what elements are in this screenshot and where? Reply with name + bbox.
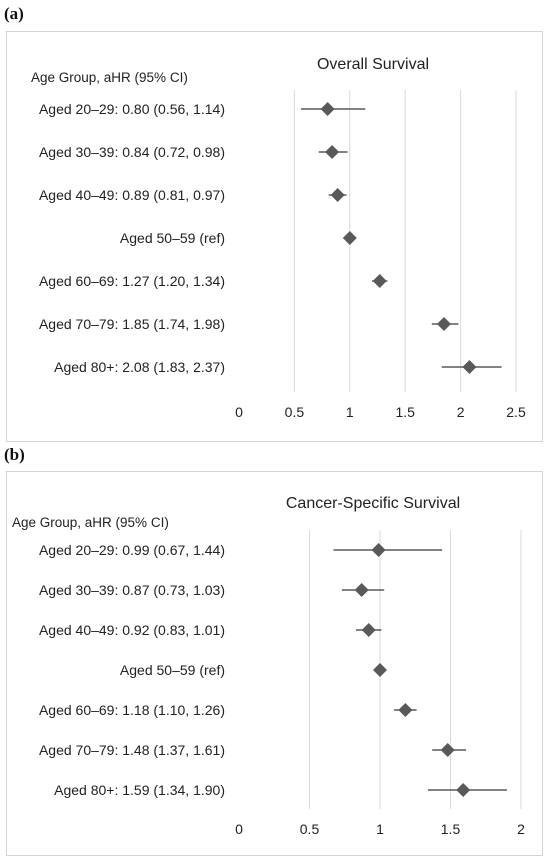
point-estimate-marker	[462, 360, 477, 374]
table-header: Age Group, aHR (95% CI)	[12, 515, 169, 530]
x-tick-label: 1.5	[395, 404, 415, 420]
x-tick-label: 1.5	[441, 821, 461, 837]
point-estimate-marker	[361, 623, 376, 637]
x-tick-label: 1	[346, 404, 354, 420]
x-tick-label: 2	[517, 821, 525, 837]
row-label: Aged 70–79: 1.85 (1.74, 1.98)	[39, 316, 225, 332]
x-tick-label: 0	[235, 821, 243, 837]
x-tick-label: 1	[376, 821, 384, 837]
point-estimate-marker	[436, 317, 451, 331]
point-estimate-marker	[398, 703, 413, 717]
chart-title: Cancer-Specific Survival	[286, 495, 460, 512]
point-estimate-marker	[373, 663, 387, 677]
point-estimate-marker	[440, 743, 455, 757]
point-estimate-marker	[372, 274, 387, 288]
point-estimate-marker	[342, 231, 357, 245]
x-tick-label: 0	[235, 404, 243, 420]
row-label: Aged 30–39: 0.84 (0.72, 0.98)	[39, 144, 225, 160]
row-label: Aged 70–79: 1.48 (1.37, 1.61)	[39, 742, 225, 758]
panel-b-label: (b)	[4, 445, 25, 464]
point-estimate-marker	[330, 188, 345, 202]
row-label: Aged 50–59 (ref)	[120, 662, 225, 678]
panel-a-label: (a)	[4, 4, 24, 23]
row-label: Aged 50–59 (ref)	[120, 230, 225, 246]
row-label: Aged 20–29: 0.80 (0.56, 1.14)	[39, 101, 225, 117]
table-header: Age Group, aHR (95% CI)	[31, 70, 188, 85]
row-label: Aged 80+: 2.08 (1.83, 2.37)	[54, 359, 225, 375]
point-estimate-marker	[456, 783, 471, 797]
row-label: Aged 80+: 1.59 (1.34, 1.90)	[54, 782, 225, 798]
x-tick-label: 2.5	[506, 404, 526, 420]
point-estimate-marker	[320, 102, 335, 116]
forest-plot-overall-survival: Overall Survival Age Group, aHR (95% CI)…	[31, 56, 526, 420]
row-label: Aged 40–49: 0.89 (0.81, 0.97)	[39, 187, 225, 203]
x-tick-label: 0.5	[285, 404, 305, 420]
point-estimate-marker	[325, 145, 340, 159]
row-label: Aged 60–69: 1.18 (1.10, 1.26)	[39, 702, 225, 718]
panel-b-chart: Cancer-Specific Survival Age Group, aHR …	[6, 471, 543, 856]
row-label: Aged 60–69: 1.27 (1.20, 1.34)	[39, 273, 225, 289]
point-estimate-marker	[354, 583, 369, 597]
row-label: Aged 40–49: 0.92 (0.83, 1.01)	[39, 622, 225, 638]
panel-a-chart: Overall Survival Age Group, aHR (95% CI)…	[6, 31, 543, 442]
forest-plot-cancer-specific-survival: Cancer-Specific Survival Age Group, aHR …	[12, 495, 525, 837]
row-label: Aged 20–29: 0.99 (0.67, 1.44)	[39, 542, 225, 558]
x-tick-label: 2	[457, 404, 465, 420]
point-estimate-marker	[371, 543, 386, 557]
row-label: Aged 30–39: 0.87 (0.73, 1.03)	[39, 582, 225, 598]
chart-title: Overall Survival	[317, 56, 429, 73]
x-tick-label: 0.5	[300, 821, 320, 837]
